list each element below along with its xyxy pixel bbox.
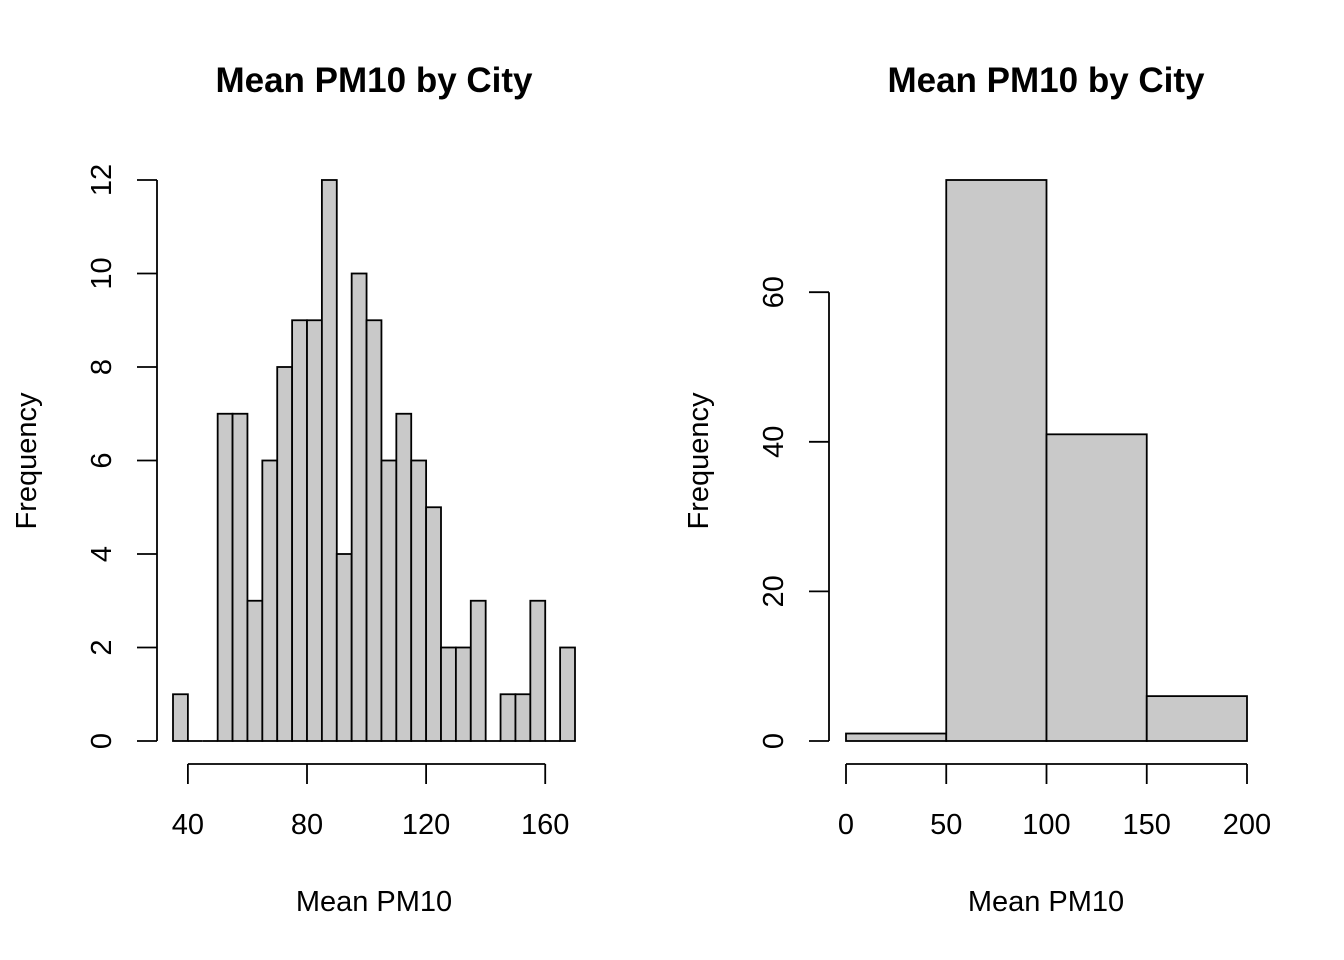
histogram-bar xyxy=(231,412,249,742)
y-tick-label: 12 xyxy=(86,164,118,196)
x-axis-right: 0 50 100 150 200 xyxy=(838,763,1271,841)
histogram-bar xyxy=(246,599,264,742)
histogram-bar xyxy=(559,646,576,742)
bars-right xyxy=(845,179,1248,742)
y-axis-left: 0 2 4 6 8 10 12 xyxy=(86,164,158,749)
histogram-bar xyxy=(1145,695,1248,742)
histogram-left: Mean PM10 by City Mean PM10 Frequency 40… xyxy=(11,61,576,918)
histogram-bar xyxy=(514,693,532,742)
chart-title-left: Mean PM10 by City xyxy=(215,61,533,100)
histogram-bar xyxy=(410,459,428,742)
histogram-bar xyxy=(395,412,413,742)
y-tick-label: 4 xyxy=(86,546,118,562)
y-tick-label: 0 xyxy=(758,733,790,749)
y-tick-label: 2 xyxy=(86,639,118,655)
y-tick-label: 60 xyxy=(758,276,790,308)
histogram-bar xyxy=(499,693,517,742)
histogram-bar xyxy=(845,732,948,742)
histogram-bar xyxy=(945,179,1048,742)
y-tick-label: 0 xyxy=(86,733,118,749)
x-axis-left: 40 80 120 160 xyxy=(172,763,569,841)
y-tick-label: 20 xyxy=(758,575,790,607)
histogram-bar xyxy=(365,319,383,742)
histogram-bar xyxy=(216,412,234,742)
histogram-bar xyxy=(529,599,547,742)
bars-left xyxy=(172,179,576,742)
x-axis-label-right: Mean PM10 xyxy=(968,886,1124,918)
histogram-bar xyxy=(276,366,294,742)
histogram-bar xyxy=(261,459,279,742)
histogram-bar xyxy=(440,646,457,742)
histogram-bar xyxy=(172,693,189,742)
histogram-bar xyxy=(380,459,398,742)
y-axis-label-left: Frequency xyxy=(11,392,43,530)
x-tick-label: 40 xyxy=(172,809,204,841)
histogram-bar xyxy=(425,506,442,742)
x-tick-label: 0 xyxy=(838,809,854,841)
histogram-bar xyxy=(454,646,472,742)
y-tick-label: 40 xyxy=(758,426,790,458)
x-tick-label: 150 xyxy=(1123,809,1171,841)
histogram-bar xyxy=(1045,433,1148,742)
histogram-bar xyxy=(469,599,487,742)
y-axis-label-right: Frequency xyxy=(683,392,715,530)
chart-title-right: Mean PM10 by City xyxy=(887,61,1205,100)
histogram-bar xyxy=(306,319,323,742)
histogram-bar xyxy=(350,272,368,742)
y-axis-right: 0 20 40 60 xyxy=(758,276,830,749)
histogram-right: Mean PM10 by City Mean PM10 Frequency 0 5… xyxy=(683,61,1271,918)
x-tick-label: 100 xyxy=(1022,809,1070,841)
y-tick-label: 6 xyxy=(86,452,118,468)
histogram-bar xyxy=(320,179,338,742)
y-tick-label: 10 xyxy=(86,257,118,289)
x-axis-label-left: Mean PM10 xyxy=(296,886,452,918)
y-tick-label: 8 xyxy=(86,359,118,375)
histogram-bar xyxy=(291,319,308,742)
x-tick-label: 50 xyxy=(930,809,962,841)
x-tick-label: 200 xyxy=(1223,809,1271,841)
histogram-bar xyxy=(335,553,353,742)
x-tick-label: 120 xyxy=(402,809,450,841)
x-tick-label: 80 xyxy=(291,809,323,841)
x-tick-label: 160 xyxy=(521,809,569,841)
